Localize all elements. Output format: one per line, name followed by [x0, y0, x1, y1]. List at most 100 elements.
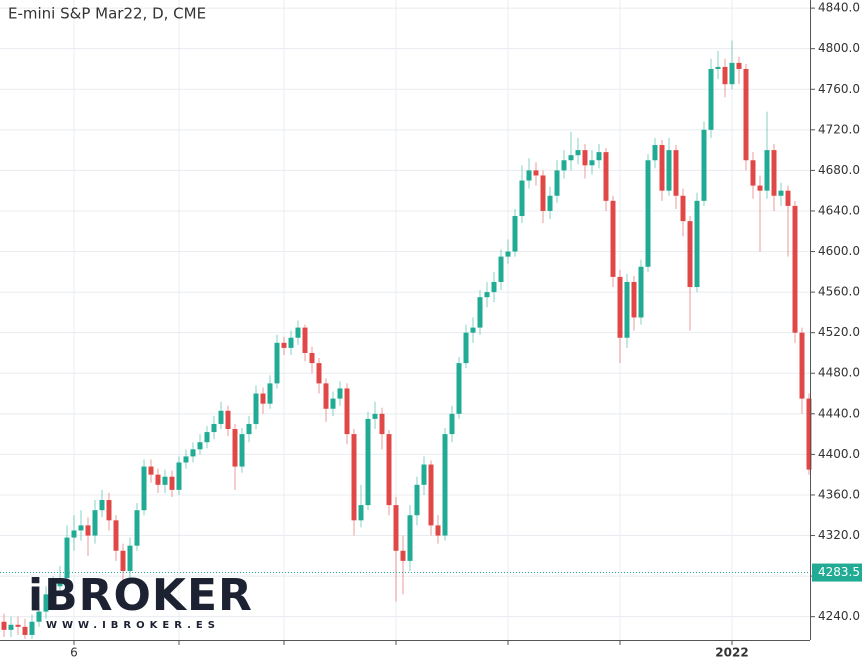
- candle-body: [169, 476, 175, 490]
- candle-body: [393, 505, 399, 551]
- candle-body: [99, 500, 105, 511]
- candle-body: [78, 525, 84, 531]
- candle-body: [218, 410, 224, 424]
- candle-body: [428, 464, 434, 526]
- candle-body: [575, 150, 581, 156]
- candle-body: [337, 388, 343, 399]
- candle-body: [239, 434, 245, 467]
- candle-body: [22, 626, 28, 635]
- candle-body: [652, 145, 658, 161]
- candle-body: [253, 393, 259, 424]
- candle-body: [764, 150, 770, 191]
- candle-body: [757, 185, 763, 191]
- candle-body: [407, 515, 413, 561]
- candle-body: [190, 449, 196, 457]
- x-tick-label: 2022: [715, 646, 748, 660]
- candle-body: [708, 68, 714, 130]
- candle-body: [176, 462, 182, 490]
- candle-body: [645, 160, 651, 267]
- last-price-box: [812, 563, 862, 582]
- candle-body: [155, 474, 161, 485]
- candle-body: [106, 500, 112, 521]
- candle-body: [554, 170, 560, 196]
- candle-body: [1, 621, 7, 630]
- candle-body: [15, 624, 21, 627]
- candle-body: [512, 216, 518, 252]
- chart-title: E-mini S&P Mar22, D, CME: [8, 5, 206, 23]
- y-tick-label: 4480.0: [818, 366, 860, 380]
- candle-body: [785, 190, 791, 206]
- candle-body: [232, 429, 238, 467]
- y-tick-label: 4640.0: [818, 203, 860, 217]
- candle-body: [365, 418, 371, 506]
- candle-body: [414, 484, 420, 516]
- candle-body: [582, 150, 588, 166]
- candle-body: [358, 505, 364, 521]
- candle-body: [183, 456, 189, 463]
- candle-body: [386, 434, 392, 506]
- candle-body: [36, 611, 42, 622]
- candle-body: [673, 150, 679, 196]
- y-tick-label: 4840.0: [818, 1, 860, 15]
- candle-body: [799, 332, 805, 399]
- y-tick-label: 4400.0: [818, 447, 860, 461]
- y-tick-label: 4720.0: [818, 122, 860, 136]
- candle-body: [267, 383, 273, 404]
- candle-body: [694, 200, 700, 288]
- candle-body: [127, 545, 133, 572]
- candle-body: [729, 62, 735, 85]
- x-tick-label: 6: [70, 646, 78, 660]
- candle-body: [246, 423, 252, 435]
- candle-body: [792, 205, 798, 333]
- candle-body: [477, 297, 483, 328]
- candle-body: [92, 510, 98, 536]
- candle-body: [498, 256, 504, 282]
- candle-body: [421, 464, 427, 485]
- y-tick-label: 4440.0: [818, 406, 860, 420]
- candle-body: [617, 276, 623, 338]
- candle-body: [596, 152, 602, 161]
- y-tick-label: 4240.0: [818, 609, 860, 623]
- candle-body: [211, 423, 217, 433]
- candle-body: [204, 432, 210, 443]
- candle-body: [603, 152, 609, 201]
- y-tick-label: 4600.0: [818, 244, 860, 258]
- candle-body: [736, 62, 742, 69]
- candle-body: [687, 221, 693, 288]
- candle-body: [57, 578, 63, 587]
- candle-body: [197, 442, 203, 450]
- candle-body: [806, 398, 812, 470]
- candle-body: [344, 388, 350, 435]
- candle-body: [484, 292, 490, 298]
- candle-body: [778, 190, 784, 196]
- candle-body: [540, 175, 546, 211]
- candle-body: [64, 537, 70, 579]
- candle-body: [610, 200, 616, 277]
- candle-body: [589, 160, 595, 166]
- y-tick-label: 4760.0: [818, 82, 860, 96]
- candle-body: [743, 68, 749, 161]
- candle-body: [309, 352, 315, 364]
- candle-body: [624, 281, 630, 338]
- candle-body: [85, 525, 91, 536]
- candle-body: [288, 337, 294, 348]
- candle-body: [638, 266, 644, 318]
- candle-body: [505, 251, 511, 257]
- y-tick-label: 4680.0: [818, 163, 860, 177]
- candle-body: [134, 510, 140, 546]
- candle-body: [568, 155, 574, 161]
- candle-body: [260, 393, 266, 404]
- candle-body: [372, 413, 378, 419]
- candle-body: [120, 550, 126, 572]
- candle-body: [631, 281, 637, 318]
- y-tick-label: 4360.0: [818, 487, 860, 501]
- candle-body: [547, 195, 553, 211]
- candle-body: [281, 342, 287, 348]
- candle-body: [148, 466, 154, 475]
- candle-body: [750, 160, 756, 186]
- last-price-label: 4283.5: [818, 565, 860, 579]
- candle-body: [50, 586, 56, 595]
